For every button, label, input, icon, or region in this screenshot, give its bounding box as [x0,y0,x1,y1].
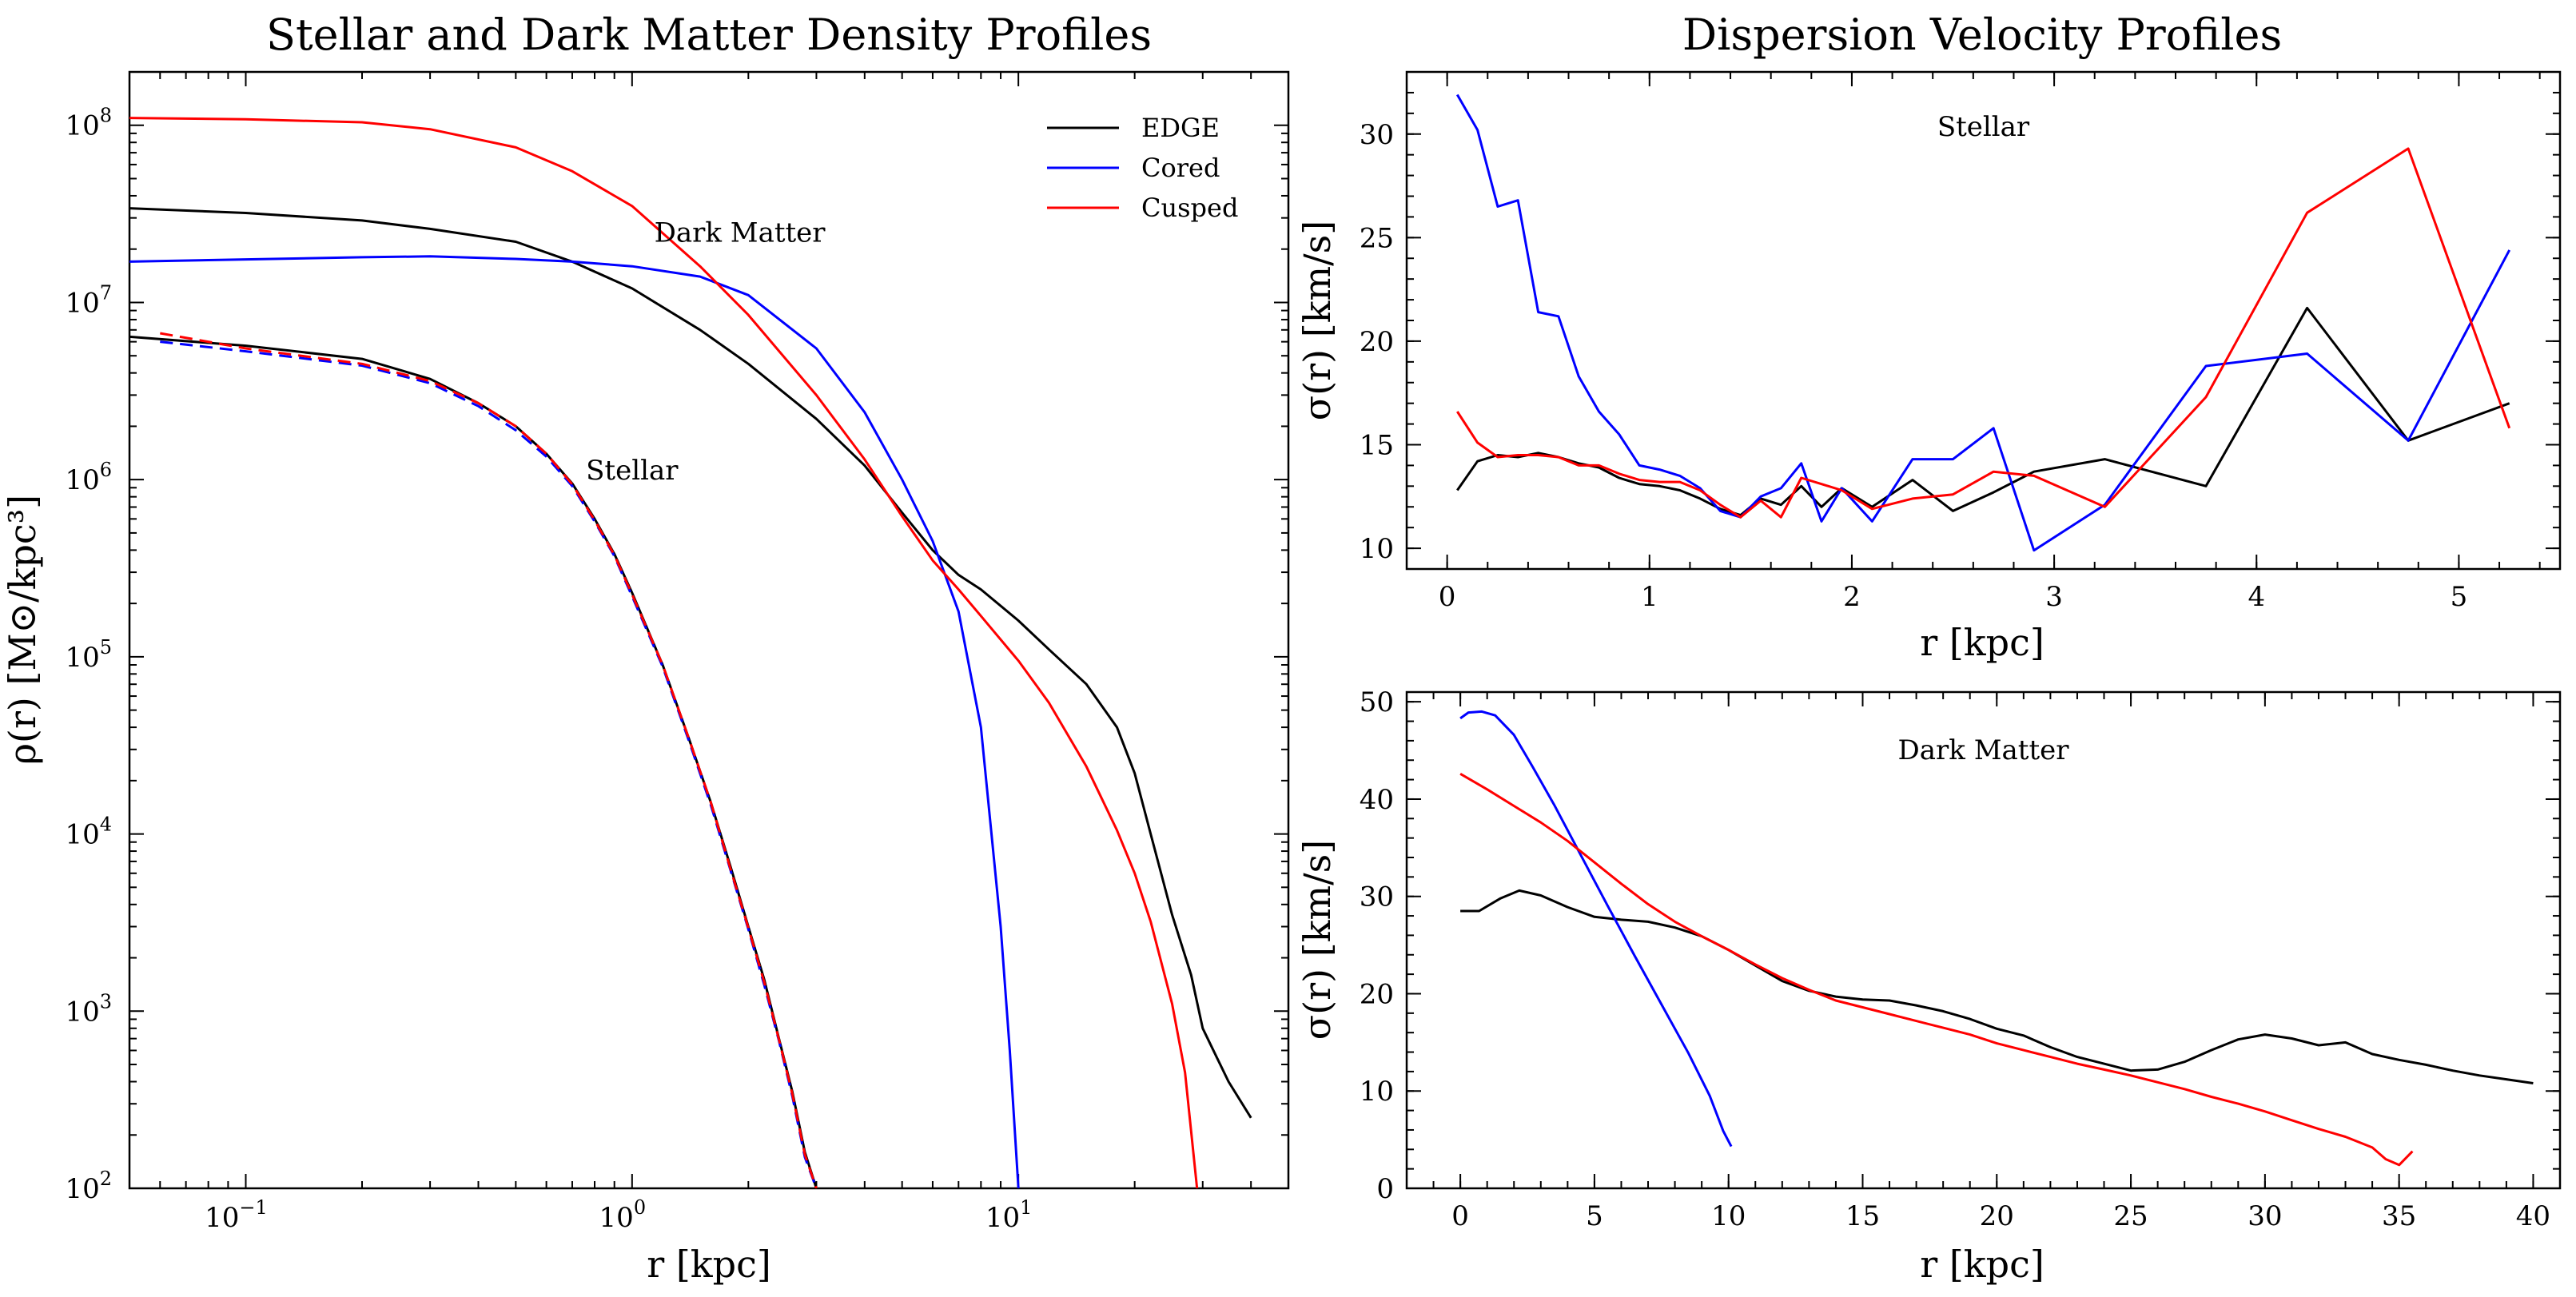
plot-frame [128,70,1290,1190]
x-tick-label: 3 [2045,581,2063,613]
annotation-stellar: Stellar [1937,111,2030,143]
x-tick-label: 4 [2248,581,2265,613]
x-axis-label: r [kpc] [1920,1243,2044,1286]
tick-label: 108 [65,105,112,142]
y-tick-label: 30 [1360,881,1394,913]
stellar-dispersion-plot: Dispersion Velocity Profiles r [kpc] σ(r) … [1296,10,2562,664]
y-tick-label: 10 [1360,533,1394,565]
tick-label: 100 [599,1196,647,1234]
x-axis-label: r [kpc] [1920,621,2044,664]
x-tick-label: 0 [1451,1200,1469,1232]
legend-label-edge: EDGE [1141,113,1220,143]
plot-frame [1405,70,2562,571]
plot-frame [1405,690,2562,1190]
y-tick-label: 20 [1360,978,1394,1010]
y-axis-label: σ(r) [km/s] [1296,221,1339,420]
x-axis-label: r [kpc] [647,1243,771,1286]
y-tick-label: 0 [1376,1173,1394,1205]
series-line-cored [1459,710,1733,1148]
series-line-edge [1456,306,2510,517]
x-tick-label: 1 [1641,581,1658,613]
annotation-stellar: Stellar [586,455,679,487]
tick-label: 10−1 [205,1196,268,1234]
y-axis-label: σ(r) [km/s] [1296,840,1339,1040]
series-line-edge [1460,889,2534,1084]
tick-label: 103 [65,990,112,1028]
series-group [1459,710,2534,1167]
y-tick-label: 40 [1360,784,1394,816]
x-tick-label: 10 [1711,1200,1746,1232]
series-line-edge-dark-matter [129,207,1252,1119]
x-tick-label: 15 [1845,1200,1880,1232]
annotation-dark-matter: Dark Matter [655,217,826,249]
x-tick-label: 0 [1439,581,1456,613]
x-tick-label: 2 [1843,581,1861,613]
chart-title: Dispersion Velocity Profiles [1682,10,2282,60]
density-profile-plot: Stellar and Dark Matter Density Profiles… [1,10,1290,1286]
tick-label: 101 [985,1196,1033,1234]
annotation-dark-matter: Dark Matter [1898,734,2070,766]
dark-matter-dispersion-plot: r [kpc] σ(r) [km/s] 0 5 10 15 20 25 30 35 40 0 10 20 3… [1296,686,2562,1286]
tick-label: 105 [65,636,112,674]
series-line-cusped-dark-matter [129,117,1199,1188]
x-tick-label: 30 [2248,1200,2282,1232]
y-tick-label: 50 [1360,686,1394,718]
legend: EDGE Cored Cusped [1047,113,1238,223]
y-tick-label: 10 [1360,1076,1394,1108]
x-tick-label: 40 [2516,1200,2550,1232]
series-line-cored [1455,93,2511,552]
tick-label: 106 [65,459,112,496]
y-tick-label: 20 [1360,326,1394,358]
x-tick-label: 5 [1586,1200,1603,1232]
tick-label: 104 [65,814,112,851]
y-axis-label: ρ(r) [M⊙/kpc³] [1,495,44,765]
y-tick-label: 30 [1360,119,1394,151]
series-line-cusped [1459,773,2414,1167]
series-line-cored-dark-matter [129,255,1020,1188]
series-group [129,117,1252,1188]
y-tick-label: 25 [1360,222,1394,254]
series-line-edge-stellar [129,335,818,1188]
x-tick-label: 5 [2451,581,2468,613]
legend-label-cored: Cored [1141,153,1220,183]
x-tick-label: 20 [1980,1200,2014,1232]
tick-label: 102 [65,1168,112,1205]
series-line-cusped-stellar [160,332,818,1188]
series-line-cored-stellar [160,340,818,1188]
series-line-cusped [1456,147,2511,519]
x-tick-label: 25 [2113,1200,2148,1232]
chart-title: Stellar and Dark Matter Density Profiles [266,10,1152,60]
y-tick-label: 15 [1360,430,1394,462]
legend-label-cusped: Cusped [1141,193,1238,223]
x-tick-label: 35 [2382,1200,2416,1232]
series-group [1455,93,2511,552]
tick-label: 107 [65,281,112,319]
